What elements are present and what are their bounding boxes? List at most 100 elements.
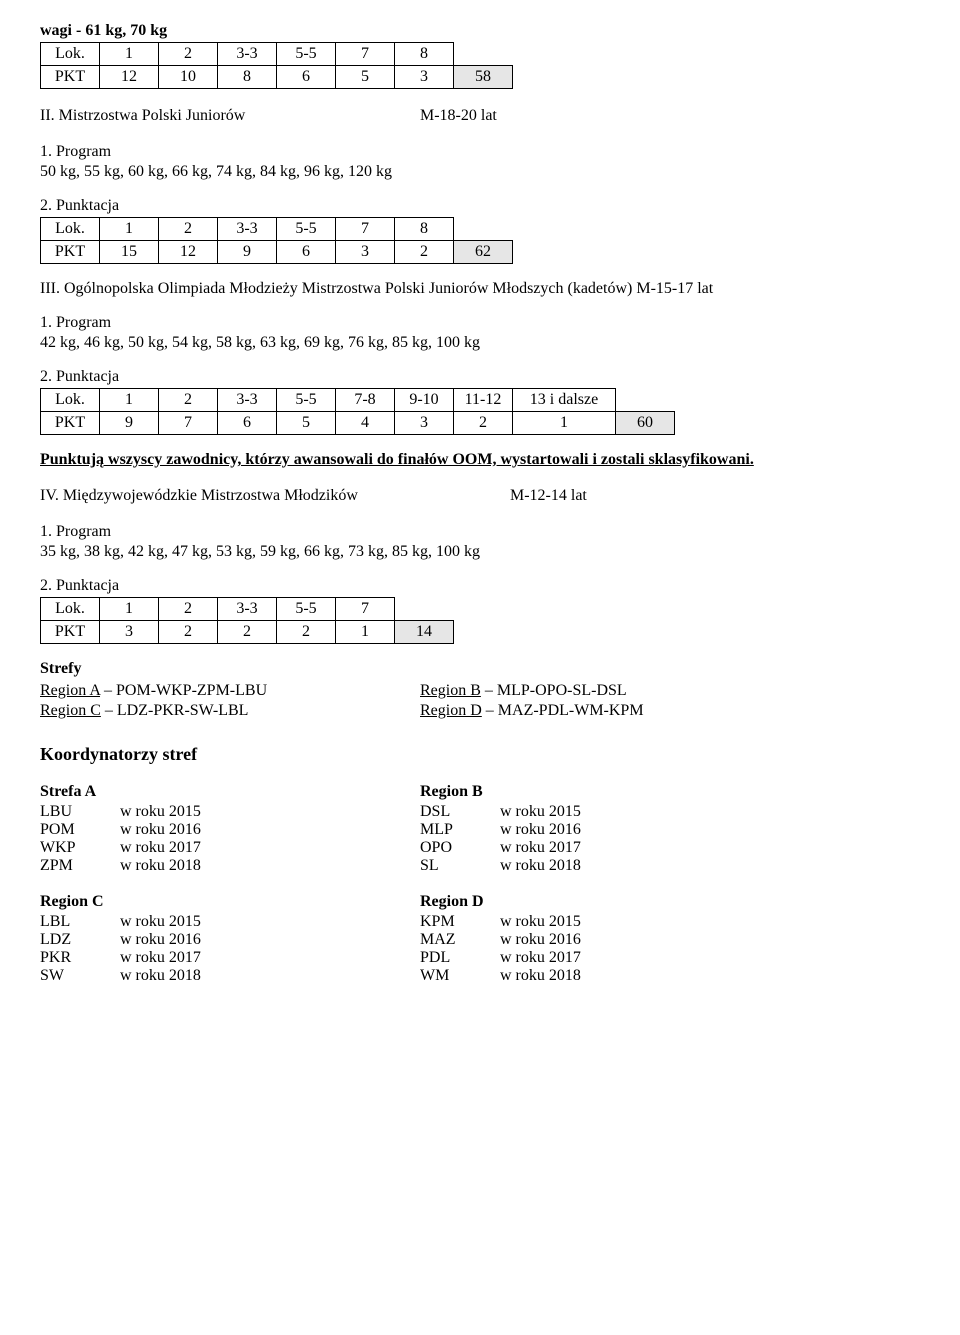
cell: 12 — [100, 66, 159, 89]
coord-row: WKPw roku 2017 — [40, 839, 420, 857]
coord-year: w roku 2015 — [120, 913, 201, 931]
coord-year: w roku 2015 — [500, 913, 581, 931]
coord-code: LBU — [40, 803, 120, 821]
coord-row: OPOw roku 2017 — [420, 839, 800, 857]
table-1: Lok. 1 2 3-3 5-5 7 8 PKT 12 10 8 6 5 3 5… — [40, 42, 513, 89]
cell: 7 — [336, 598, 395, 621]
table-3: Lok. 1 2 3-3 5-5 7-8 9-10 11-12 13 i dal… — [40, 388, 675, 435]
program-label: 1. Program — [40, 523, 920, 541]
coord-row: ZPMw roku 2018 — [40, 857, 420, 875]
section2-age: M-18-20 lat — [420, 107, 497, 125]
total-cell: 58 — [454, 66, 513, 89]
strefy-title: Strefy — [40, 660, 920, 678]
cell: 5-5 — [277, 43, 336, 66]
coord-row: POMw roku 2016 — [40, 821, 420, 839]
coord-year: w roku 2016 — [500, 821, 581, 839]
cell: 5 — [336, 66, 395, 89]
region-d-title: Region D — [420, 893, 800, 911]
program-label: 1. Program — [40, 143, 920, 161]
coord-row: KPMw roku 2015 — [420, 913, 800, 931]
coord-code: MLP — [420, 821, 500, 839]
cell: 7-8 — [336, 389, 395, 412]
program-text: 35 kg, 38 kg, 42 kg, 47 kg, 53 kg, 59 kg… — [40, 543, 920, 561]
region-b-title: Region B — [420, 783, 800, 801]
coord-year: w roku 2018 — [500, 967, 581, 985]
cell: 3-3 — [218, 43, 277, 66]
total-cell: 60 — [616, 412, 675, 435]
region-c-title: Region C — [40, 893, 420, 911]
punktuja-text: Punktują wszyscy zawodnicy, którzy awans… — [40, 451, 920, 469]
coord-year: w roku 2016 — [120, 821, 201, 839]
cell: 9 — [100, 412, 159, 435]
cell: 7 — [159, 412, 218, 435]
pkt-label: PKT — [41, 66, 100, 89]
cell: 5 — [277, 412, 336, 435]
region-a-text: – POM-WKP-ZPM-LBU — [100, 682, 267, 699]
coord-row: WMw roku 2018 — [420, 967, 800, 985]
region-c-text: – LDZ-PKR-SW-LBL — [101, 702, 249, 719]
total-cell: 14 — [395, 621, 454, 644]
cell: 1 — [100, 218, 159, 241]
cell: 1 — [100, 43, 159, 66]
cell: 8 — [395, 43, 454, 66]
cell: 2 — [159, 389, 218, 412]
coord-year: w roku 2016 — [120, 931, 201, 949]
table-row: Lok. 1 2 3-3 5-5 7 8 — [41, 218, 513, 241]
cell: 2 — [277, 621, 336, 644]
coord-year: w roku 2018 — [120, 967, 201, 985]
coord-code: SW — [40, 967, 120, 985]
table-row: Lok. 1 2 3-3 5-5 7-8 9-10 11-12 13 i dal… — [41, 389, 675, 412]
section4-age: M-12-14 lat — [510, 487, 587, 505]
table-row: PKT 3 2 2 2 1 14 — [41, 621, 454, 644]
cell: 5-5 — [277, 218, 336, 241]
section4-title: IV. Międzywojewódzkie Mistrzostwa Młodzi… — [40, 487, 510, 505]
coord-year: w roku 2016 — [500, 931, 581, 949]
section2-title: II. Mistrzostwa Polski Juniorów — [40, 107, 420, 125]
cell: 2 — [159, 218, 218, 241]
coord-row: LBUw roku 2015 — [40, 803, 420, 821]
region-b: Region B – MLP-OPO-SL-DSL — [420, 682, 800, 700]
section3-title: III. Ogólnopolska Olimpiada Młodzieży Mi… — [40, 280, 920, 298]
cell: 1 — [100, 389, 159, 412]
coord-row: PDLw roku 2017 — [420, 949, 800, 967]
coord-year: w roku 2017 — [500, 839, 581, 857]
coord-year: w roku 2017 — [120, 839, 201, 857]
cell: 3 — [100, 621, 159, 644]
region-a: Region A – POM-WKP-ZPM-LBU — [40, 682, 420, 700]
cell: 6 — [218, 412, 277, 435]
table-row: PKT 12 10 8 6 5 3 58 — [41, 66, 513, 89]
region-a-label: Region A — [40, 682, 100, 699]
wagi-header: wagi - 61 kg, 70 kg — [40, 22, 920, 40]
cell: 6 — [277, 66, 336, 89]
cell: 11-12 — [454, 389, 513, 412]
coord-year: w roku 2018 — [500, 857, 581, 875]
lok-label: Lok. — [41, 389, 100, 412]
table-row: Lok. 1 2 3-3 5-5 7 8 — [41, 43, 513, 66]
coord-row: LDZw roku 2016 — [40, 931, 420, 949]
coord-row: SLw roku 2018 — [420, 857, 800, 875]
coord-year: w roku 2017 — [120, 949, 201, 967]
coord-code: DSL — [420, 803, 500, 821]
coord-row: LBLw roku 2015 — [40, 913, 420, 931]
cell: 7 — [336, 218, 395, 241]
coord-code: POM — [40, 821, 120, 839]
region-c: Region C – LDZ-PKR-SW-LBL — [40, 702, 420, 720]
cell: 1 — [513, 412, 616, 435]
coord-row: PKRw roku 2017 — [40, 949, 420, 967]
cell: 12 — [159, 241, 218, 264]
cell: 8 — [395, 218, 454, 241]
cell: 3 — [395, 412, 454, 435]
lok-label: Lok. — [41, 218, 100, 241]
cell: 1 — [100, 598, 159, 621]
program-text: 42 kg, 46 kg, 50 kg, 54 kg, 58 kg, 63 kg… — [40, 334, 920, 352]
region-d-label: Region D — [420, 702, 482, 719]
cell: 2 — [395, 241, 454, 264]
coord-code: OPO — [420, 839, 500, 857]
cell: 15 — [100, 241, 159, 264]
pkt-label: PKT — [41, 241, 100, 264]
cell: 7 — [336, 43, 395, 66]
coord-row: SWw roku 2018 — [40, 967, 420, 985]
cell: 9 — [218, 241, 277, 264]
pkt-label: PKT — [41, 621, 100, 644]
coord-row: MAZw roku 2016 — [420, 931, 800, 949]
